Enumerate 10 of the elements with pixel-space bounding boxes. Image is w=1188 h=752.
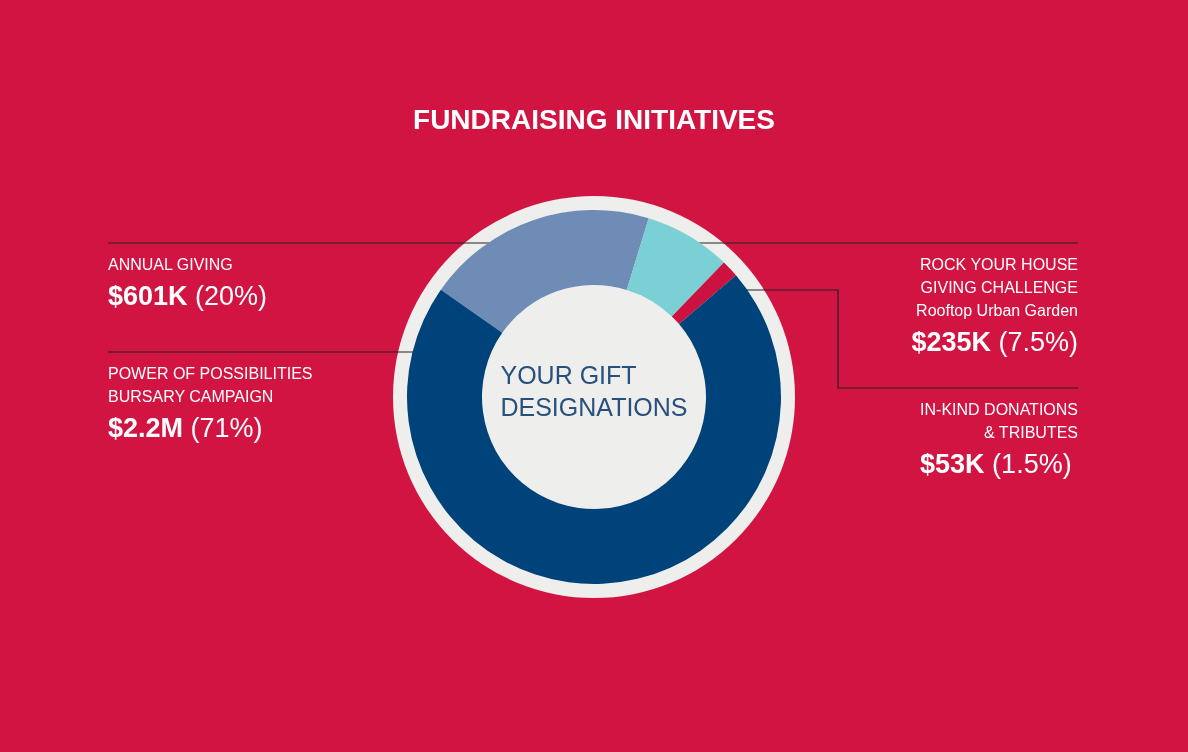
slice-label: IN-KIND DONATIONS & TRIBUTES (920, 401, 1078, 441)
text: YOUR GIFT DESIGNATIONS (500, 361, 688, 421)
slice-label: ANNUAL GIVING (108, 256, 233, 273)
slice-label: ROCK YOUR HOUSE GIVING CHALLENGE Rooftop Urban Garden (916, 256, 1078, 319)
data-label: $2.2M (71%) (108, 413, 263, 443)
chart-title: FUNDRAISING INITIATIVES (413, 103, 775, 135)
data-label: $601K (20%) (108, 281, 268, 311)
data-label: $235K (7.5%) (911, 327, 1079, 357)
data-label: $53K (1.5%) (920, 449, 1072, 479)
slice-label: POWER OF POSSIBILITIES BURSARY CAMPAIGN (108, 365, 313, 405)
